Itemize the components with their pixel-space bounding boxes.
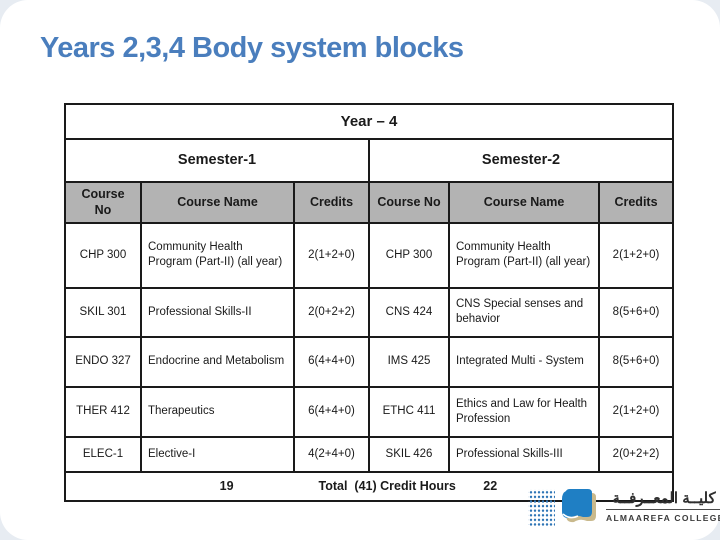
- course-credits: 4(2+4+0): [293, 435, 370, 473]
- page-title: Years 2,3,4 Body system blocks: [40, 32, 464, 64]
- course-no: SKIL 301: [64, 286, 142, 338]
- course-no: CNS 424: [368, 286, 450, 338]
- column-header-row: Course No Course Name Credits Course No …: [64, 181, 675, 224]
- col-header-credits-s1: Credits: [293, 181, 370, 224]
- open-book-icon: [562, 489, 596, 523]
- course-credits: 2(1+2+0): [597, 385, 675, 438]
- course-no: ETHC 411: [368, 385, 450, 438]
- curriculum-table: Year – 4 Semester-1 Semester-2 Course No…: [63, 103, 675, 502]
- course-no: THER 412: [64, 385, 142, 438]
- course-credits: 2(1+2+0): [293, 221, 370, 289]
- course-name: Professional Skills-III: [448, 435, 600, 473]
- course-credits: 2(0+2+2): [597, 435, 675, 473]
- logo-arabic-name: كليــة المعــرفــة: [606, 490, 720, 511]
- year-header-row: Year – 4: [63, 103, 675, 140]
- course-no: SKIL 426: [368, 435, 450, 473]
- col-header-course-no-s1: Course No: [64, 181, 142, 224]
- table-row: ELEC-1 Elective-I 4(2+4+0) SKIL 426 Prof…: [64, 435, 675, 473]
- course-credits: 8(5+6+0): [597, 335, 675, 388]
- course-name: Endocrine and Metabolism: [140, 335, 295, 388]
- col-header-course-name-s2: Course Name: [448, 181, 600, 224]
- total-credit-hours-label: Total (41) Credit Hours: [318, 478, 456, 493]
- logo-text: كليــة المعــرفــة ALMAAREFA COLLEGE: [606, 490, 720, 524]
- course-name: Therapeutics: [140, 385, 295, 438]
- course-name: Ethics and Law for Health Profession: [448, 385, 600, 438]
- semester-2-header: Semester-2: [367, 138, 675, 183]
- course-credits: 6(4+4+0): [293, 335, 370, 388]
- course-credits: 2(0+2+2): [293, 286, 370, 338]
- course-no: CHP 300: [368, 221, 450, 289]
- col-header-course-no-s2: Course No: [368, 181, 450, 224]
- table-row: ENDO 327 Endocrine and Metabolism 6(4+4+…: [64, 335, 675, 388]
- table-row: CHP 300 Community Health Program (Part-I…: [64, 221, 675, 289]
- course-no: CHP 300: [64, 221, 142, 289]
- dot-grid-icon: [528, 488, 555, 526]
- course-name: CNS Special senses and behavior: [448, 286, 600, 338]
- course-no: IMS 425: [368, 335, 450, 388]
- course-no: ELEC-1: [64, 435, 142, 473]
- totals-row: 19 Total (41) Credit Hours 22: [63, 470, 675, 502]
- col-header-credits-s2: Credits: [597, 181, 675, 224]
- course-name: Integrated Multi - System: [448, 335, 600, 388]
- totals-wrap: 19 Total (41) Credit Hours 22: [66, 473, 672, 500]
- course-name: Community Health Program (Part-II) (all …: [140, 221, 295, 289]
- course-name: Professional Skills-II: [140, 286, 295, 338]
- semester-2-total: 22: [483, 478, 498, 493]
- course-credits: 6(4+4+0): [293, 385, 370, 438]
- table-row: SKIL 301 Professional Skills-II 2(0+2+2)…: [64, 286, 675, 338]
- logo-english-name: ALMAAREFA COLLEGE: [606, 513, 720, 524]
- semester-header-row: Semester-1 Semester-2: [64, 138, 675, 183]
- semester-1-total: 19: [219, 478, 234, 493]
- almaarefa-college-logo: كليــة المعــرفــة ALMAAREFA COLLEGE: [528, 486, 720, 528]
- course-credits: 2(1+2+0): [597, 221, 675, 289]
- table-row: THER 412 Therapeutics 6(4+4+0) ETHC 411 …: [64, 385, 675, 438]
- semester-1-header: Semester-1: [64, 138, 370, 183]
- course-name: Elective-I: [140, 435, 295, 473]
- course-credits: 8(5+6+0): [597, 286, 675, 338]
- year-header: Year – 4: [63, 103, 675, 140]
- course-name: Community Health Program (Part-II) (all …: [448, 221, 600, 289]
- course-no: ENDO 327: [64, 335, 142, 388]
- col-header-course-name-s1: Course Name: [140, 181, 295, 224]
